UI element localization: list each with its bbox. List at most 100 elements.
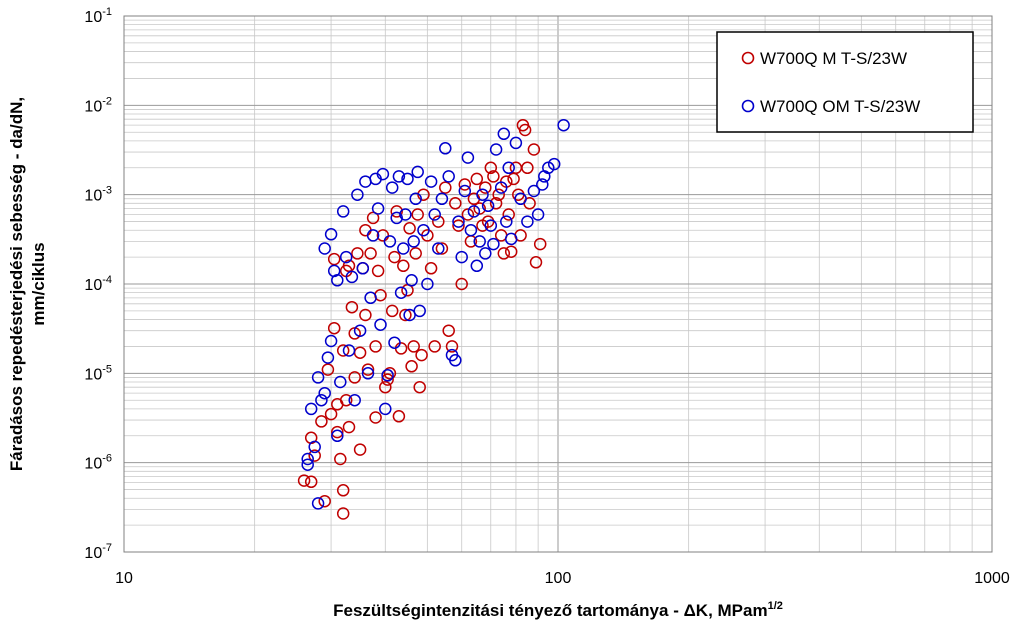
data-point-series-1 [405,360,418,373]
data-point-series-2 [489,143,503,156]
data-point-series-2 [385,181,399,194]
data-point-series-2 [497,127,511,141]
data-point-series-2 [353,324,367,337]
data-point-series-2 [411,165,424,179]
data-point-series-1 [432,215,445,228]
data-point-series-2 [449,354,462,367]
series-1-points [297,118,547,520]
data-point-series-1 [479,181,492,194]
data-point-series-1 [388,250,401,264]
data-point-series-1 [381,373,394,386]
data-point-series-1 [334,452,347,466]
data-point-series-2 [502,161,515,175]
x-tick-labels: 10 100 1000 [115,570,1010,587]
data-point-series-2 [390,211,403,225]
data-point-series-1 [489,197,503,210]
data-point-series-2 [345,270,359,284]
data-point-series-2 [473,235,486,248]
data-point-series-1 [518,123,532,137]
data-point-series-2 [351,188,364,201]
data-point-series-2 [364,291,377,305]
data-point-series-1 [492,188,505,201]
legend: W700Q M T-S/23W W700Q OM T-S/23W [716,31,974,133]
x-tick-label: 100 [545,570,572,587]
data-point-series-2 [311,371,325,384]
data-point-series-2 [557,118,570,132]
y-tick-label: 10-4 [84,274,112,294]
data-point-series-1 [379,380,392,394]
data-point-series-1 [458,178,472,191]
data-point-series-1 [371,264,385,278]
data-point-series-2 [334,375,347,389]
data-point-series-1 [399,308,412,322]
data-point-series-1 [502,208,515,221]
data-point-series-2 [311,497,325,510]
data-point-series-1 [308,449,321,462]
data-point-series-2 [487,237,500,251]
data-point-series-1 [366,211,380,225]
data-point-series-1 [445,340,459,353]
data-point-series-2 [336,205,350,218]
data-point-series-1 [345,300,359,314]
data-point-series-1 [385,304,399,318]
data-point-series-2 [301,458,314,471]
data-point-series-1 [409,247,422,260]
data-point-series-2 [439,142,452,155]
data-point-series-2 [381,369,394,382]
data-point-series-1 [461,208,475,221]
data-point-series-1 [339,393,353,407]
data-point-series-1 [336,484,350,497]
data-point-series-2 [348,393,361,407]
data-point-series-1 [383,367,397,380]
data-point-series-1 [439,181,452,194]
data-point-series-1 [527,143,541,156]
data-point-series-2 [432,242,445,255]
data-point-series-2 [484,219,498,232]
data-point-series-1 [297,474,311,487]
data-point-series-1 [353,443,367,456]
data-point-series-2 [500,215,513,228]
data-point-series-2 [371,202,385,215]
data-point-series-2 [359,175,372,188]
y-tick-label: 10-7 [84,542,112,562]
data-point-series-1 [392,410,406,423]
data-point-series-2 [514,192,527,206]
data-point-series-1 [318,494,331,508]
data-point-series-2 [464,223,478,237]
data-point-series-2 [452,215,465,228]
data-point-series-2 [407,235,420,248]
data-point-series-2 [301,452,314,466]
data-point-series-1 [315,415,328,428]
data-point-series-2 [397,242,410,255]
data-point-series-2 [421,277,434,291]
data-point-series-2 [428,208,441,221]
data-point-series-2 [318,386,331,400]
legend-marker-blue [741,99,755,113]
data-point-series-2 [331,429,344,443]
data-point-series-2 [470,259,484,273]
data-point-series-1 [424,262,438,275]
data-point-series-1 [415,348,428,362]
data-point-series-1 [507,172,520,186]
data-point-series-2 [547,157,561,171]
data-point-series-2 [401,172,414,186]
data-point-series-2 [405,274,418,287]
data-point-series-1 [504,245,518,258]
x-axis-title-superscript: 1/2 [768,600,783,612]
data-point-series-1 [473,202,486,215]
data-point-series-1 [397,259,410,273]
data-point-series-1 [428,340,441,353]
data-point-series-2 [366,229,380,242]
data-point-series-1 [470,172,484,186]
y-axis-title-line2: mm/ciklus [29,242,48,325]
data-point-series-2 [376,167,390,181]
data-point-series-2 [308,440,321,454]
data-point-series-2 [458,184,472,198]
data-point-series-1 [327,252,341,266]
data-point-series-1 [331,425,344,439]
legend-marker-red [741,51,755,65]
data-point-series-1 [336,344,350,357]
data-point-series-1 [390,205,403,218]
